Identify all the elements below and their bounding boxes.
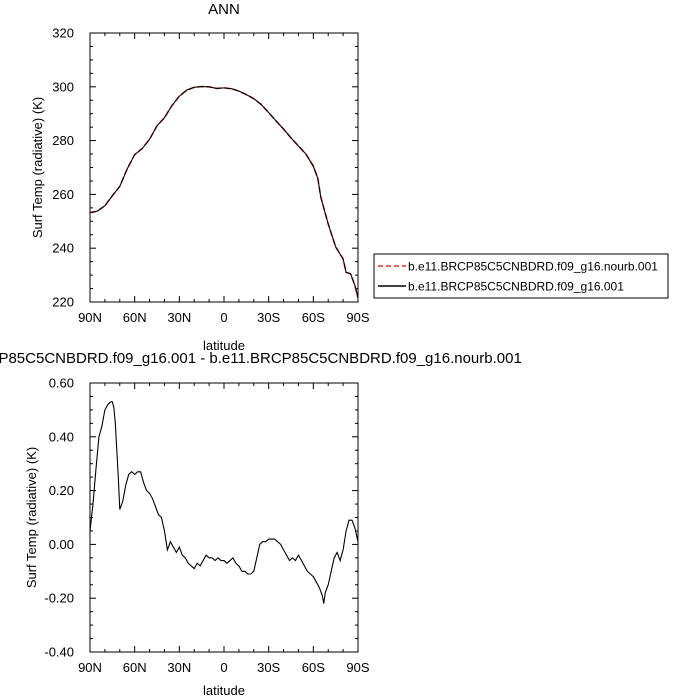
y-tick-label: 220 <box>52 295 74 310</box>
y-tick-label: 0.20 <box>49 483 74 498</box>
y-axis-label: Surf Temp (radiative) (K) <box>30 97 45 238</box>
x-tick-label: 30S <box>257 660 280 675</box>
legend: b.e11.BRCP85C5CNBDRD.f09_g16.nourb.001 b.… <box>373 253 669 299</box>
x-tick-label: 90N <box>78 310 102 325</box>
x-tick-label: 60N <box>123 660 147 675</box>
y-tick-label: 0.60 <box>49 376 74 391</box>
y-tick-label: -0.40 <box>44 645 74 660</box>
legend-label: b.e11.BRCP85C5CNBDRD.f09_g16.nourb.001 <box>408 260 658 274</box>
chart-2: b.e11.BRCP85C5CNBDRD.f09_g16.001 - b.e11… <box>0 350 522 698</box>
y-tick-label: 240 <box>52 241 74 256</box>
x-tick-label: 30N <box>167 310 191 325</box>
x-tick-label: 60S <box>302 660 325 675</box>
chart-title: b.e11.BRCP85C5CNBDRD.f09_g16.001 - b.e11… <box>0 350 522 367</box>
series-line-1 <box>89 401 359 604</box>
x-tick-label: 0 <box>220 660 227 675</box>
x-tick-label: 90S <box>346 310 369 325</box>
x-tick-label: 30S <box>257 310 280 325</box>
y-tick-label: 260 <box>52 187 74 202</box>
x-axis-label: latitude <box>203 338 245 353</box>
y-axis-label: Surf Temp (radiative) (K) <box>24 447 39 588</box>
y-tick-label: 300 <box>52 79 74 94</box>
plot-frame <box>89 382 359 653</box>
y-tick-label: 0.00 <box>49 537 74 552</box>
plot-frame <box>89 32 359 303</box>
x-tick-label: 90N <box>78 660 102 675</box>
y-tick-label: -0.20 <box>44 591 74 606</box>
x-tick-label: 60S <box>302 310 325 325</box>
legend-box <box>373 253 669 299</box>
series-line-2 <box>89 85 359 299</box>
x-axis-label: latitude <box>203 683 245 698</box>
x-tick-label: 90S <box>346 660 369 675</box>
y-tick-label: 280 <box>52 133 74 148</box>
x-tick-label: 30N <box>167 660 191 675</box>
chart-title: ANN <box>208 1 240 18</box>
y-tick-label: 0.40 <box>49 429 74 444</box>
x-tick-label: 0 <box>220 310 227 325</box>
y-tick-label: 320 <box>52 26 74 41</box>
legend-label: b.e11.BRCP85C5CNBDRD.f09_g16.001 <box>408 280 624 294</box>
x-tick-label: 60N <box>123 310 147 325</box>
series-line-1 <box>89 85 359 299</box>
chart-1: ANN 90N 60N 30N 0 30S 60S 90S 220 240 260 280 300 320… <box>30 1 669 353</box>
